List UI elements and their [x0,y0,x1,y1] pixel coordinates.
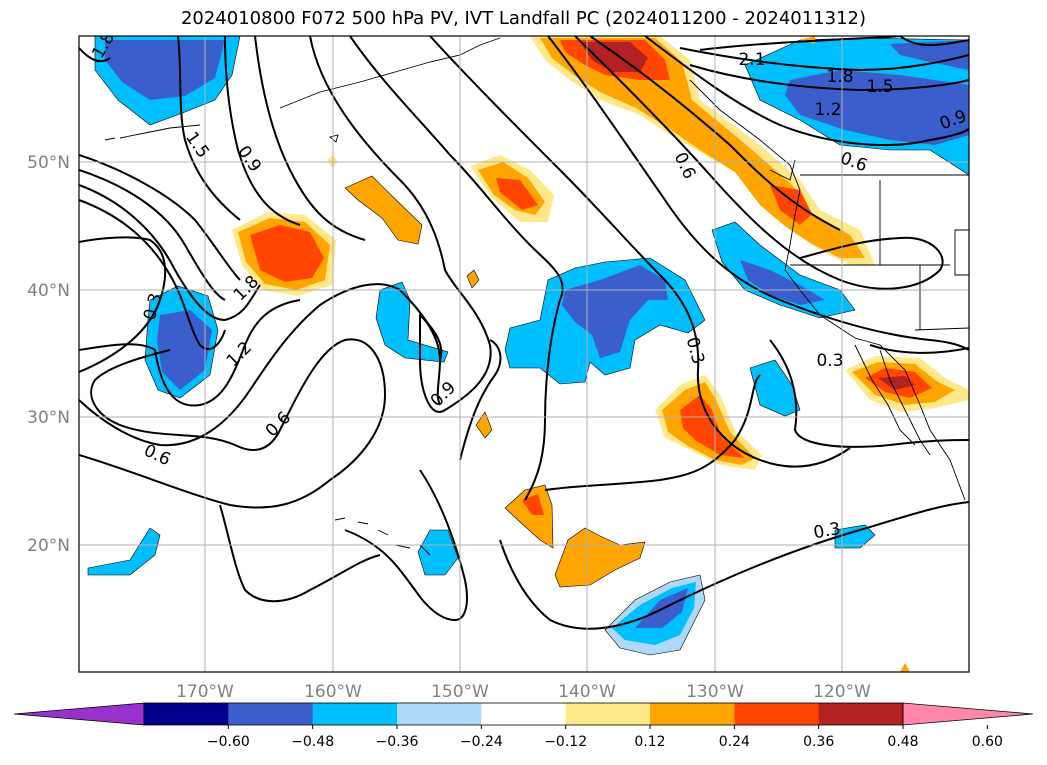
colorbar-tick-label: −0.12 [544,734,587,750]
colorbar-segment [734,703,820,725]
shaded-field-layer [87,36,969,672]
contour-label: 1.5 [866,77,893,97]
lon-label: 120°W [813,682,871,702]
colorbar-extend-max [902,702,1034,726]
contour-0.3-center [429,36,851,468]
hawaii-islands [334,517,431,556]
lon-label: 170°W [176,682,234,702]
contour-0.9-center [309,36,492,413]
contour-0.9-north [224,36,301,226]
negative-anomaly-nw-core [105,40,225,100]
colorbar-tick-label: 0.36 [803,734,834,750]
lon-label: 150°W [431,682,489,702]
contour-1.8-west [79,184,261,322]
contour-1.2-east [644,36,969,146]
colorbar-segment [144,703,229,725]
colorbar-segment [397,703,482,725]
colorbar-segment [228,703,314,725]
colorbar-segment [312,703,398,725]
contour-label: 1.2 [814,100,841,120]
map-plot-area: 1.8 1.5 0.9 2.1 1.8 1.5 1.2 0.9 0.6 0.6 … [79,36,969,672]
baja-coast [854,344,916,446]
colorbar-tick-label: −0.24 [460,734,503,750]
colorbar-tick-label: −0.36 [376,734,419,750]
contour-0.6-west [79,338,387,509]
contour-1.8-east [679,47,969,72]
lat-label: 40°N [27,281,70,301]
colorbar-tick-label: 0.12 [634,734,665,750]
negative-anomaly-coast [711,221,856,319]
contour-label: 1.8 [826,67,853,87]
map-title: 2024010800 F072 500 hPa PV, IVT Landfall… [180,8,867,29]
contour-layer [79,36,969,630]
contour-0.9-west [79,283,442,447]
contour-0.6-east [547,36,969,351]
negative-anomaly-w-core [157,310,212,390]
positive-anomaly-s2 [554,527,646,588]
colorbar-segment [565,703,651,725]
colorbar-tick-label: −0.60 [207,734,250,750]
map-frame [78,35,970,673]
negative-anomaly-e [749,359,801,417]
lon-axis: 170°W 160°W 150°W 140°W 130°W 120°W [176,682,871,702]
lat-axis: 50°N 40°N 30°N 20°N [27,153,70,556]
colorbar-tick-label: 0.24 [719,734,750,750]
colorbar-segment [650,703,735,725]
positive-anomaly-w-core [250,225,324,282]
lat-label: 20°N [27,536,70,556]
lat-label: 50°N [27,153,70,173]
contour-label: 2.1 [738,50,765,70]
colorbar-segment [481,703,567,725]
negative-anomaly-central-core [562,265,668,358]
alaska-coast [279,37,501,109]
lon-label: 140°W [558,682,616,702]
contour-label: 0.3 [812,519,842,543]
positive-anomaly-strip [344,175,423,245]
contour-0.3-south [544,374,761,491]
lat-label: 30°N [27,408,70,428]
colorbar-tick-label: 0.60 [972,734,1003,750]
colorbar-frame [143,702,904,726]
contour-1.5-north [177,36,241,221]
contour-label: 0.3 [816,351,843,371]
positive-anomaly-small [475,411,493,439]
colorbar-tick-label: 0.48 [887,734,918,750]
contour-1.2-west [79,299,301,407]
colorbar-tick-label: −0.48 [291,734,334,750]
contour-2.1-east [699,36,901,51]
negative-anomaly-c [375,281,449,363]
contour-0.6-center [349,36,564,501]
graticule [79,36,969,672]
colorbar: −0.60 −0.48 −0.36 −0.24 −0.12 0.12 0.24 0.36 0.4… [13,702,1034,750]
positive-anomaly-s [504,484,554,549]
lon-label: 160°W [304,682,362,702]
colorbar-segment [818,703,904,725]
contour-1.5-east [689,64,969,92]
contour-1.5-west [79,199,226,350]
colorbar-extend-min [13,702,145,726]
lon-label: 130°W [686,682,744,702]
